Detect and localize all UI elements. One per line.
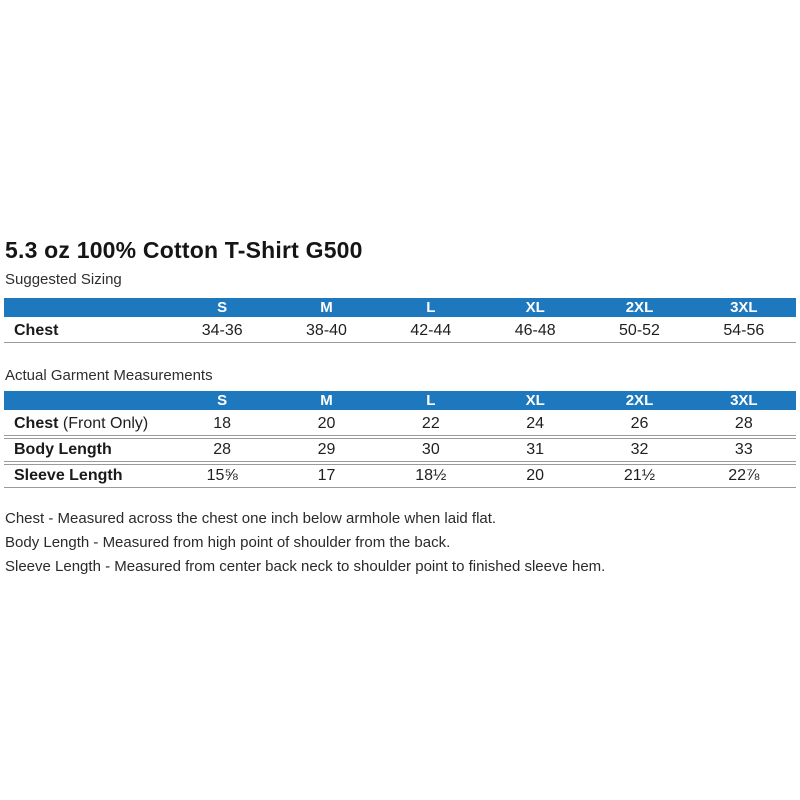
actual-measurements-label: Actual Garment Measurements — [5, 367, 213, 384]
size-cell: 42-44 — [378, 319, 483, 343]
size-cell: 31 — [482, 438, 588, 462]
size-cell: 18 — [170, 412, 275, 436]
page-title: 5.3 oz 100% Cotton T-Shirt G500 — [5, 237, 363, 263]
column-header-xl: XL — [482, 391, 588, 410]
size-chart-page: 5.3 oz 100% Cotton T-Shirt G500 Suggeste… — [4, 237, 800, 579]
size-cell: 50-52 — [587, 319, 692, 343]
actual-measurements-header-row: S M L XL 2XL 3XL — [4, 391, 796, 410]
size-cell: 26 — [587, 412, 692, 436]
size-cell: 17 — [274, 464, 379, 488]
measurement-notes: Chest - Measured across the chest one in… — [5, 507, 800, 579]
size-cell: 15⅝ — [170, 464, 275, 488]
size-cell: 33 — [691, 438, 796, 462]
table-row-body-length: Body Length 28 29 30 31 32 33 — [4, 438, 796, 462]
size-cell: 20 — [274, 412, 379, 436]
column-header-l: L — [378, 298, 483, 317]
row-label-suffix: (Front Only) — [58, 414, 149, 432]
column-header-xl: XL — [482, 298, 588, 317]
row-label-text: Body Length — [14, 441, 112, 458]
size-cell: 46-48 — [482, 319, 588, 343]
suggested-sizing-label: Suggested Sizing — [5, 271, 122, 288]
header-spacer-cell — [4, 298, 170, 317]
size-cell: 30 — [378, 438, 483, 462]
row-label-text: Chest — [14, 321, 59, 339]
column-header-3xl: 3XL — [691, 298, 796, 317]
size-cell: 20 — [482, 464, 588, 488]
column-header-2xl: 2XL — [587, 391, 692, 410]
note-chest: Chest - Measured across the chest one in… — [5, 510, 497, 527]
size-cell: 24 — [482, 412, 588, 436]
row-label-text: Chest — [14, 414, 59, 432]
column-header-l: L — [378, 391, 483, 410]
actual-measurements-table: S M L XL 2XL 3XL Chest (Front Only) 18 2… — [4, 389, 796, 490]
column-header-3xl: 3XL — [691, 391, 796, 410]
size-cell: 54-56 — [691, 319, 796, 343]
size-cell: 32 — [587, 438, 692, 462]
size-cell: 29 — [274, 438, 379, 462]
table-row-sleeve-length: Sleeve Length 15⅝ 17 18½ 20 21½ 22⅞ — [4, 464, 796, 488]
header-spacer-cell — [4, 391, 170, 410]
column-header-m: M — [274, 298, 379, 317]
size-cell: 28 — [170, 438, 275, 462]
column-header-s: S — [170, 391, 275, 410]
size-cell: 22 — [378, 412, 483, 436]
row-label-text: Sleeve Length — [14, 467, 123, 484]
note-sleeve-length: Sleeve Length - Measured from center bac… — [5, 558, 606, 575]
suggested-sizing-table: S M L XL 2XL 3XL Chest 34-36 38-40 42-44… — [4, 296, 796, 345]
size-cell: 18½ — [378, 464, 483, 488]
row-label-sleeve-length: Sleeve Length — [4, 464, 170, 488]
size-cell: 28 — [691, 412, 796, 436]
table-row-chest-front-only: Chest (Front Only) 18 20 22 24 26 28 — [4, 412, 796, 436]
table-row-chest: Chest 34-36 38-40 42-44 46-48 50-52 54-5… — [4, 319, 796, 343]
column-header-s: S — [170, 298, 275, 317]
column-header-2xl: 2XL — [587, 298, 692, 317]
size-cell: 21½ — [587, 464, 692, 488]
row-label-chest-front-only: Chest (Front Only) — [4, 412, 170, 436]
column-header-m: M — [274, 391, 379, 410]
row-label-body-length: Body Length — [4, 438, 170, 462]
suggested-sizing-header-row: S M L XL 2XL 3XL — [4, 298, 796, 317]
size-cell: 34-36 — [170, 319, 275, 343]
size-cell: 22⅞ — [691, 464, 796, 488]
size-cell: 38-40 — [274, 319, 379, 343]
note-body-length: Body Length - Measured from high point o… — [5, 534, 451, 551]
row-label-chest: Chest — [4, 319, 170, 343]
